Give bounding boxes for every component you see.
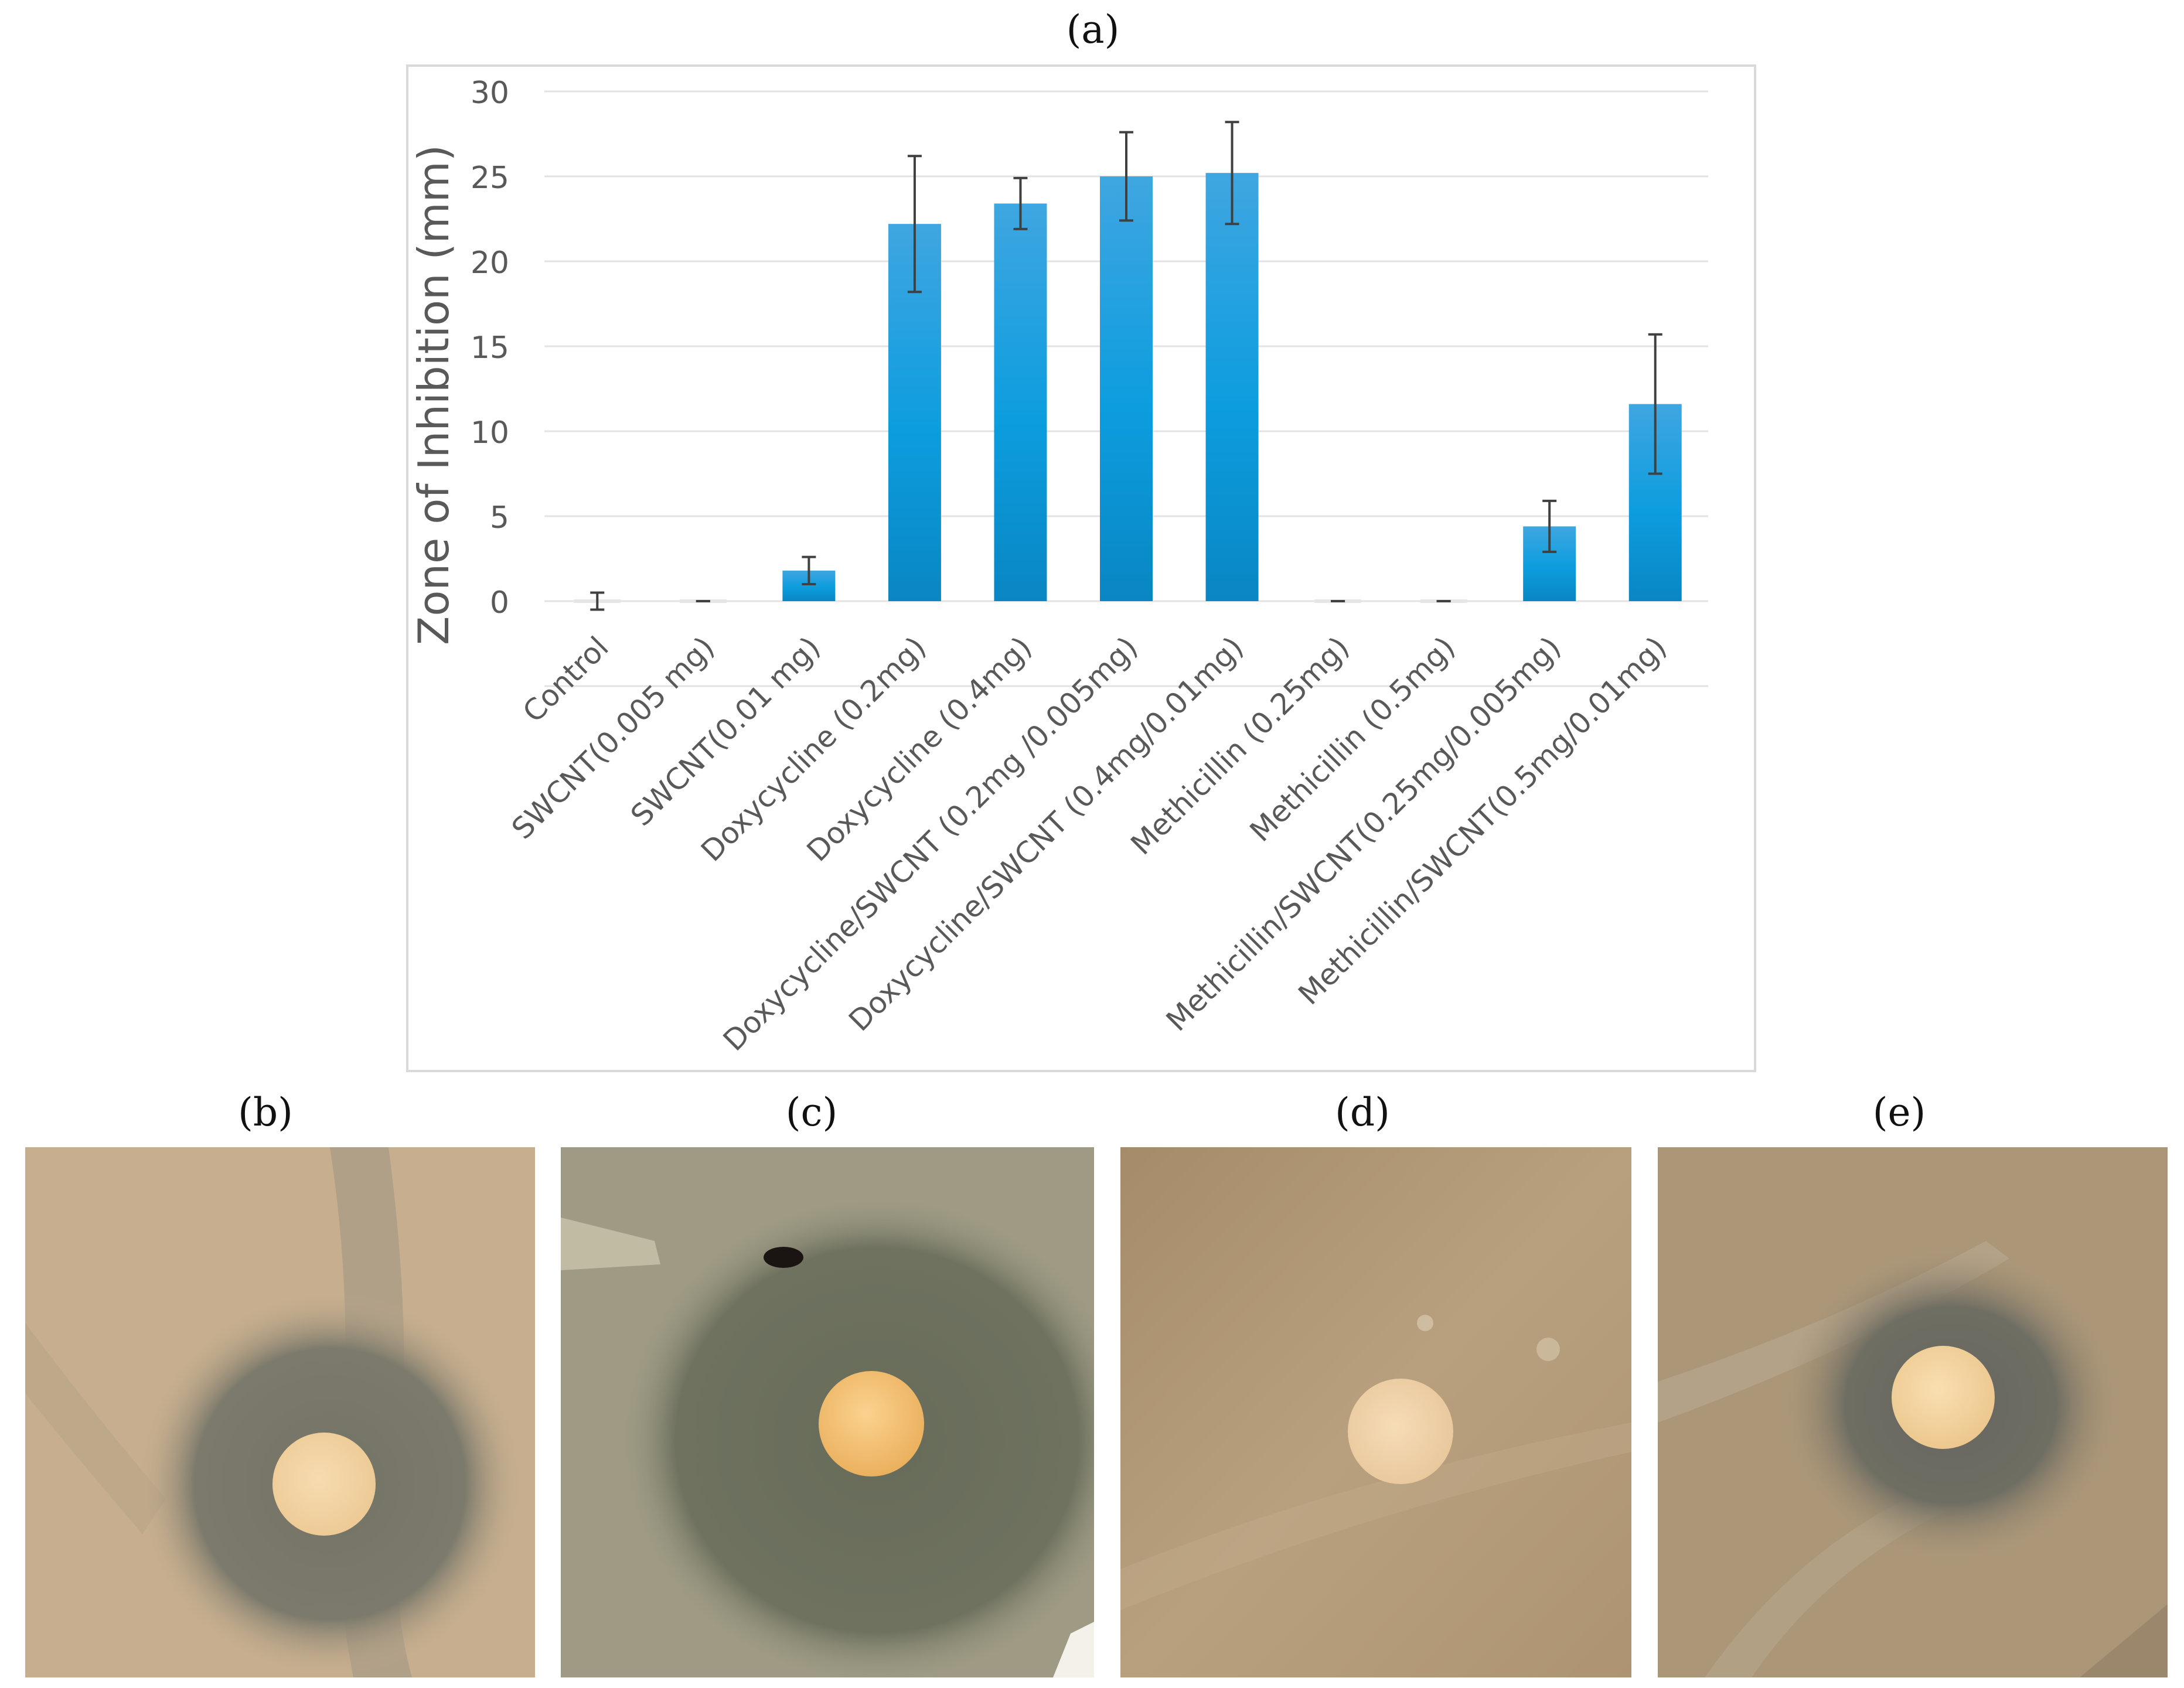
error-bar xyxy=(907,155,922,294)
photo-d-streaks xyxy=(1120,1423,1631,1610)
photo-c-debris xyxy=(764,1247,803,1268)
photo-c-corner-glare xyxy=(1053,1622,1094,1677)
photo-b-streak-left xyxy=(25,1323,166,1534)
panel-label-e: (e) xyxy=(1872,1090,1926,1135)
panel-label-d: (d) xyxy=(1335,1090,1390,1135)
error-bar xyxy=(1225,121,1239,226)
panel-label-b: (b) xyxy=(238,1090,293,1135)
bar xyxy=(1205,173,1259,601)
x-tick-label: SWCNT(0.005 mg) xyxy=(505,630,721,845)
photo-b-disc xyxy=(272,1433,376,1536)
y-tick-label: 15 xyxy=(471,330,509,366)
x-tick-label: Methicillin (0.5mg) xyxy=(1243,630,1461,848)
error-bar xyxy=(1013,176,1028,230)
photo-d-disc xyxy=(1348,1379,1453,1484)
y-axis-label: Zone of Inhibition (mm) xyxy=(409,145,458,645)
photo-d xyxy=(1120,1147,1631,1677)
y-tick-label: 20 xyxy=(471,245,509,281)
photo-d-colony xyxy=(1417,1315,1433,1331)
chart-frame: 0 5 10 15 20 25 30 Control SWCNT(0.005 mg) SWCNT… xyxy=(406,64,1756,1072)
photo-e xyxy=(1658,1147,2168,1677)
x-tick-label: Methicillin/SWCNT(0.5mg/0.01mg) xyxy=(1292,630,1673,1011)
photo-c-glare xyxy=(561,1218,660,1270)
panel-label-c: (c) xyxy=(785,1090,838,1135)
x-tick-label: Control xyxy=(516,630,615,729)
photo-e-disc xyxy=(1892,1346,1995,1449)
panel-label-a: (a) xyxy=(1066,7,1120,52)
photo-d-colony-2 xyxy=(1536,1338,1560,1361)
y-tick-label: 25 xyxy=(471,161,509,196)
error-bar xyxy=(1648,333,1662,475)
error-bar xyxy=(802,555,816,585)
photo-e-corner-shadow xyxy=(2080,1604,2168,1677)
y-tick-label: 30 xyxy=(471,76,509,111)
bar xyxy=(994,203,1047,601)
y-tick-label: 5 xyxy=(490,500,509,536)
x-tick-label: Doxycycline/SWCNT (0.4mg/0.01mg) xyxy=(842,630,1250,1038)
y-tick-label: 0 xyxy=(490,585,509,620)
error-bar xyxy=(590,591,605,611)
error-bar xyxy=(1119,131,1133,222)
y-tick-label: 10 xyxy=(471,415,509,451)
bar xyxy=(1100,176,1153,601)
x-tick-label: Methicillin/SWCNT(0.25mg/0.005mg) xyxy=(1160,630,1568,1038)
x-tick-label: SWCNT(0.01 mg) xyxy=(624,630,827,833)
error-bar xyxy=(1542,499,1557,553)
photo-b xyxy=(25,1147,535,1677)
photo-c-disc xyxy=(819,1371,924,1476)
photo-c xyxy=(561,1147,1094,1677)
